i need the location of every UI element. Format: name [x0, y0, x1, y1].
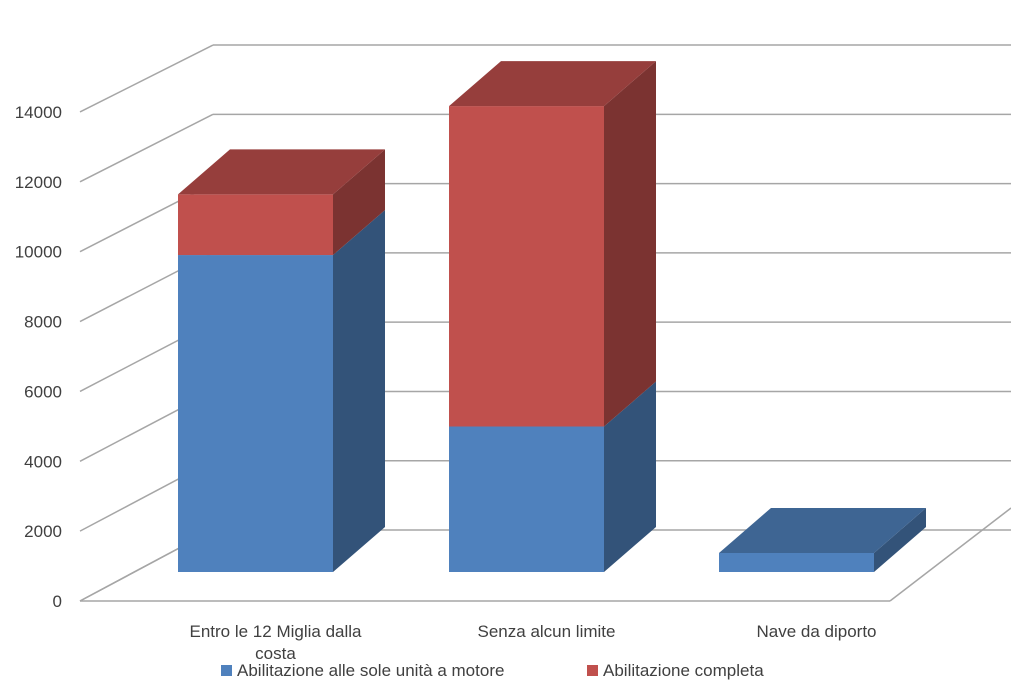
y-tick-label: 8000 [24, 313, 62, 332]
gridline-diagonal [79, 113, 214, 183]
legend-label: Abilitazione alle sole unità a motore [237, 661, 504, 680]
bar-side-face [333, 210, 385, 572]
bar-segment [178, 149, 385, 256]
bar-segment [178, 210, 385, 572]
y-tick-label: 12000 [15, 173, 62, 192]
bar-segment [719, 507, 926, 572]
bar-side-face [333, 149, 385, 256]
y-tick-label: 14000 [15, 103, 62, 122]
bar-front-face [719, 552, 874, 572]
y-tick-label: 10000 [15, 243, 62, 262]
bar-top-face [719, 507, 926, 553]
x-axis-labels: Entro le 12 Miglia dalla costa Senza alcun… [190, 622, 877, 663]
bars [178, 61, 926, 572]
x-tick-label: Nave da diporto [756, 622, 876, 641]
floor-right-edge [889, 507, 1011, 602]
legend-entry: Abilitazione completa [587, 661, 764, 680]
y-tick-label: 4000 [24, 452, 62, 471]
legend-swatch [587, 665, 598, 676]
x-tick-label: Entro le 12 Miglia dalla costa [190, 622, 363, 663]
bar-front-face [449, 426, 604, 572]
bar-front-face [178, 194, 333, 256]
bar-top-face [449, 61, 656, 107]
y-axis-ticks: 0 2000 4000 6000 8000 10000 12000 14000 [15, 103, 62, 611]
legend-label: Abilitazione completa [603, 661, 764, 680]
bar-front-face [449, 106, 604, 427]
x-tick-label: Senza alcun limite [478, 622, 616, 641]
bar-segment [449, 61, 656, 427]
legend-swatch [221, 665, 232, 676]
bar-front-face [178, 255, 333, 572]
bar-side-face [604, 381, 656, 572]
legend-entry: Abilitazione alle sole unità a motore [221, 661, 504, 680]
gridline-diagonal [79, 44, 214, 113]
bar-side-face [604, 61, 656, 427]
y-tick-label: 0 [53, 592, 62, 611]
bar-segment [449, 381, 656, 572]
legend: Abilitazione alle sole unità a motore Abi… [221, 661, 764, 680]
y-tick-label: 6000 [24, 382, 62, 401]
y-tick-label: 2000 [24, 522, 62, 541]
bar-side-face [874, 507, 926, 572]
bar-top-face [178, 149, 385, 195]
